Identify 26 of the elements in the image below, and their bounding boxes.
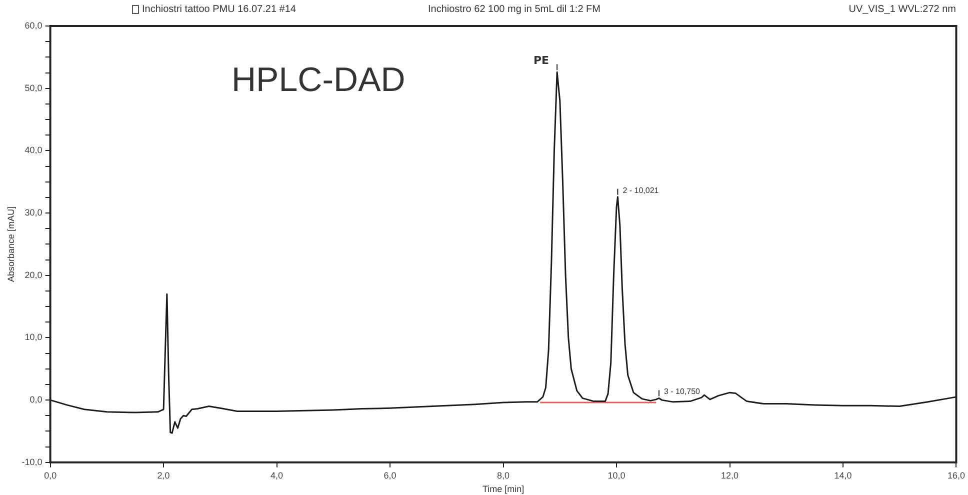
x-tick-label: 12,0 <box>720 470 739 480</box>
x-tick-label: 14,0 <box>834 470 852 480</box>
annotation: 3 - 10,750 <box>664 387 701 396</box>
x-tick-label: 0,0 <box>44 470 57 480</box>
chart-subtitle: Inchiostro 62 100 mg in 5mL dil 1:2 FM <box>428 4 600 15</box>
x-tick-label: 4,0 <box>270 470 284 480</box>
y-tick-label: 20,0 <box>24 270 42 280</box>
x-tick-label: 6,0 <box>384 470 396 480</box>
annotation: PE <box>533 54 550 68</box>
annotation: HPLC-DAD <box>232 61 406 99</box>
y-tick-label: -10,0 <box>22 456 42 467</box>
x-tick-label: 2,0 <box>157 470 170 480</box>
y-tick-label: 30,0 <box>24 208 42 218</box>
x-tick-label: 10,0 <box>608 470 626 480</box>
annotation: 2 - 10,021 <box>622 186 660 195</box>
x-axis-title: Time [min] <box>482 484 524 494</box>
y-tick-label: 40,0 <box>24 145 42 156</box>
y-axis-title: Absorbance [mAU] <box>6 206 16 282</box>
y-tick-label: 0,0 <box>30 394 42 405</box>
chart-title: Inchiostri tattoo PMU 16.07.21 #14 <box>142 4 296 15</box>
x-tick-label: 16,0 <box>947 470 966 480</box>
x-tick-label: 8,0 <box>497 470 510 480</box>
y-tick-label: 60,0 <box>24 20 42 30</box>
y-tick-label: 10,0 <box>24 332 42 342</box>
y-tick-label: 50,0 <box>24 82 42 93</box>
text: UV_VIS_1 WVL:272 nm <box>848 4 956 15</box>
